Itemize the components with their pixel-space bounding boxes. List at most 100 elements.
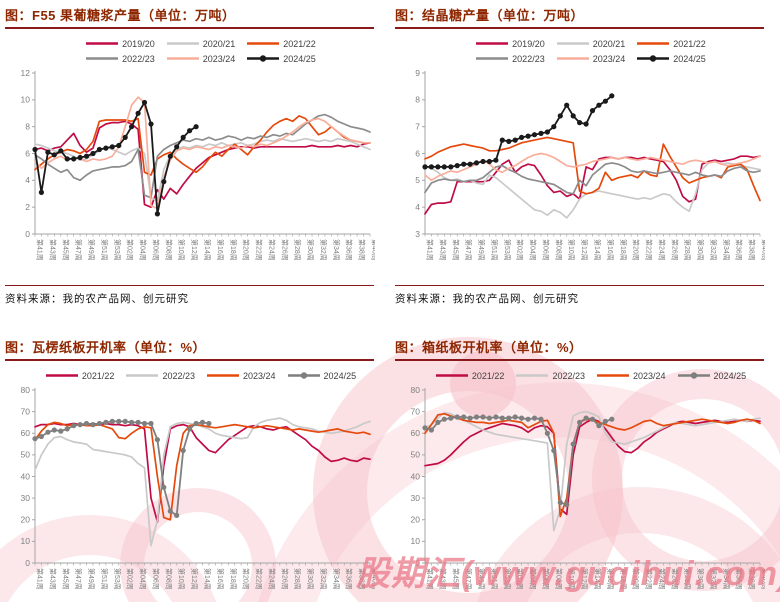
legend-label: 2023/24: [592, 53, 626, 64]
svg-text:6: 6: [25, 148, 30, 158]
svg-text:3: 3: [415, 229, 420, 239]
svg-text:10: 10: [411, 536, 421, 546]
svg-text:第12周: 第12周: [190, 568, 199, 590]
svg-text:第02周: 第02周: [126, 568, 135, 590]
svg-text:第20周: 第20周: [242, 568, 251, 590]
legend-row: 2019/20 2020/21 2021/22: [475, 36, 706, 51]
svg-text:第06周: 第06周: [541, 239, 550, 261]
svg-text:第53周: 第53周: [113, 239, 122, 261]
legend-item-2021-22: 2021/22: [636, 39, 706, 49]
svg-text:第20周: 第20周: [632, 239, 641, 261]
svg-text:第28周: 第28周: [293, 568, 302, 590]
chart-title: 图：箱纸板开机率（单位：%）: [395, 337, 764, 361]
svg-text:第40周: 第40周: [371, 568, 376, 590]
svg-text:第10周: 第10周: [567, 568, 576, 590]
svg-text:2: 2: [25, 202, 30, 212]
svg-text:第38周: 第38周: [748, 568, 757, 590]
svg-text:80: 80: [21, 385, 31, 395]
svg-text:第08周: 第08周: [554, 568, 563, 590]
svg-text:第36周: 第36周: [345, 568, 354, 590]
legend-item-2020-21: 2020/21: [166, 39, 235, 49]
svg-text:40: 40: [21, 471, 31, 481]
legend-label: 2021/22: [471, 370, 505, 381]
legend-label: 2021/22: [283, 38, 316, 49]
svg-text:第28周: 第28周: [683, 239, 692, 261]
legend-swatch-icon: [287, 372, 320, 379]
svg-text:5: 5: [415, 175, 420, 185]
svg-text:7: 7: [415, 121, 420, 131]
svg-text:第49周: 第49周: [477, 568, 486, 590]
svg-text:第08周: 第08周: [164, 239, 173, 261]
legend-item-2024-25: 2024/25: [287, 371, 356, 381]
svg-text:第51周: 第51周: [100, 568, 109, 590]
svg-text:第30周: 第30周: [696, 568, 705, 590]
svg-text:第06周: 第06周: [541, 568, 550, 590]
svg-text:第34周: 第34周: [332, 239, 341, 261]
legend-swatch-icon: [86, 42, 119, 45]
legend-swatch-icon: [637, 42, 670, 45]
chart-legend: 2021/22 2022/23 2023/24 2024/25: [27, 368, 374, 383]
svg-text:第53周: 第53周: [113, 568, 122, 590]
svg-text:70: 70: [21, 406, 31, 416]
svg-text:第16周: 第16周: [606, 239, 615, 261]
svg-text:第47周: 第47周: [464, 568, 473, 590]
svg-text:20: 20: [21, 515, 31, 525]
svg-text:第43周: 第43周: [438, 568, 447, 590]
svg-text:第30周: 第30周: [306, 568, 315, 590]
legend-swatch-icon: [126, 374, 159, 377]
legend-item-2024-25: 2024/25: [636, 54, 706, 64]
svg-text:第26周: 第26周: [670, 568, 679, 590]
svg-text:第32周: 第32周: [319, 239, 328, 261]
svg-text:第12周: 第12周: [190, 239, 199, 261]
chart-plot: 0 10 20 30 40 50 60 70 80 第41周 第43周 第45周 第47周 第49周 第51…: [5, 385, 380, 609]
svg-text:40: 40: [411, 471, 421, 481]
svg-text:第36周: 第36周: [735, 239, 744, 261]
svg-text:第02周: 第02周: [516, 568, 525, 590]
legend-label: 2023/24: [243, 370, 276, 381]
chart-plot: 0 10 20 30 40 50 60 70 80 第41周 第43周 第45周 第47周 第49周 第51…: [395, 385, 770, 609]
svg-text:第30周: 第30周: [696, 239, 705, 261]
svg-text:60: 60: [411, 428, 421, 438]
svg-text:第41周: 第41周: [36, 239, 45, 261]
chart-title: 图：结晶糖产量（单位：万吨）: [395, 5, 764, 29]
chart-plot: 0 2 4 6 8 10 12 第41周 第43周 第45周 第47周 第49周 第51周 第53周 第02…: [5, 68, 380, 280]
svg-text:第26周: 第26周: [670, 239, 679, 261]
svg-text:第36周: 第36周: [345, 239, 354, 261]
chart-card-f55-syrup-output: 图：F55 果葡糖浆产量（单位：万吨） 2019/20 2020/21 2021/2…: [0, 0, 390, 332]
svg-text:第18周: 第18周: [619, 568, 628, 590]
chart-legend: 2019/20 2020/21 2021/22 2022/23 2023/24 2024/…: [27, 36, 374, 66]
svg-text:第49周: 第49周: [87, 239, 96, 261]
svg-text:第40周: 第40周: [761, 568, 766, 590]
svg-text:第24周: 第24周: [267, 239, 276, 261]
legend-label: 2020/21: [592, 38, 626, 49]
legend-row: 2021/22 2022/23 2023/24 2024/25: [435, 368, 746, 383]
svg-text:第18周: 第18周: [619, 239, 628, 261]
legend-swatch-icon: [166, 42, 199, 45]
chart-title: 图：瓦楞纸板开机率（单位：%）: [5, 337, 374, 361]
svg-text:第14周: 第14周: [203, 568, 212, 590]
svg-text:第24周: 第24周: [657, 568, 666, 590]
svg-text:第47周: 第47周: [74, 239, 83, 261]
chart-legend: 2019/20 2020/21 2021/22 2022/23 2023/24 2024/…: [417, 36, 764, 66]
svg-text:第22周: 第22周: [255, 568, 264, 590]
svg-text:第04周: 第04周: [529, 239, 538, 261]
legend-item-2019-20: 2019/20: [85, 39, 155, 49]
svg-text:第41周: 第41周: [426, 568, 435, 590]
legend-swatch-icon: [637, 55, 670, 62]
legend-label: 2019/20: [512, 38, 545, 49]
chart-title: 图：F55 果葡糖浆产量（单位：万吨）: [5, 5, 374, 29]
svg-text:第41周: 第41周: [36, 568, 45, 590]
svg-text:70: 70: [411, 406, 421, 416]
svg-text:第02周: 第02周: [126, 239, 135, 261]
svg-text:第34周: 第34周: [722, 239, 731, 261]
legend-swatch-icon: [516, 374, 549, 377]
chart-card-container-board-rate: 图：箱纸板开机率（单位：%） 2021/22 2022/23 2023/24 2024…: [390, 332, 780, 602]
svg-text:第14周: 第14周: [593, 239, 602, 261]
svg-text:第22周: 第22周: [645, 239, 654, 261]
svg-text:第53周: 第53周: [503, 568, 512, 590]
legend-swatch-icon: [45, 374, 78, 377]
svg-text:第06周: 第06周: [151, 239, 160, 261]
svg-text:第14周: 第14周: [203, 239, 212, 261]
svg-text:第28周: 第28周: [683, 568, 692, 590]
svg-text:第49周: 第49周: [477, 239, 486, 261]
